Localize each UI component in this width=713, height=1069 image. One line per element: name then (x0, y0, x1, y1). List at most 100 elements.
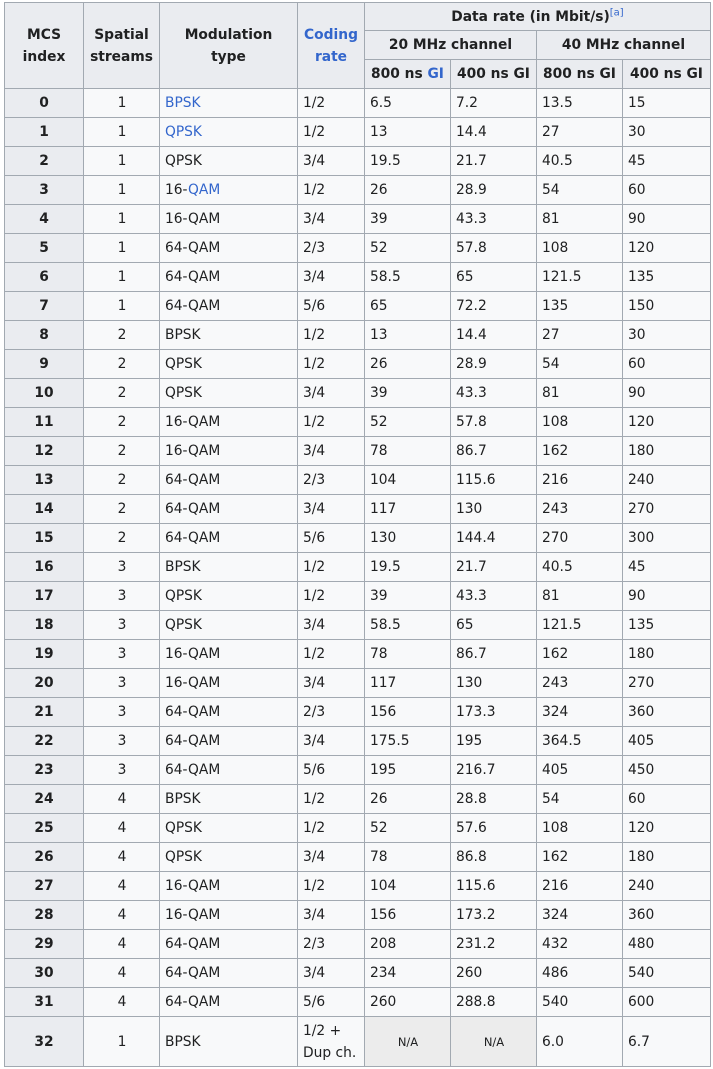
coding-rate-cell: 5/6 (297, 755, 365, 785)
coding-rate-cell: 3/4 (297, 146, 365, 176)
data-rate-cell: 300 (622, 523, 711, 553)
data-rate-cell: 450 (622, 755, 711, 785)
data-rate-cell: 90 (622, 581, 711, 611)
table-row: 0 1 BPSK 1/2 6.5 7.2 13.5 15 (4, 88, 711, 118)
data-rate-cell: 175.5 (364, 726, 451, 756)
data-rate-cell: 480 (622, 929, 711, 959)
modulation-cell: 64-QAM (159, 523, 298, 553)
coding-rate-cell: 1/2 (297, 320, 365, 350)
spatial-streams-cell: 2 (83, 349, 160, 379)
coding-rate-cell: 5/6 (297, 291, 365, 321)
coding-rate-cell: 1/2 (297, 581, 365, 611)
data-rate-cell: 108 (536, 407, 623, 437)
table-row: 1 1 QPSK 1/2 13 14.4 27 30 (4, 117, 711, 147)
data-rate-cell: 14.4 (450, 117, 537, 147)
coding-rate-cell: 3/4 (297, 436, 365, 466)
modulation-link[interactable]: BPSK (165, 95, 201, 111)
mcs-index-cell: 7 (4, 291, 84, 321)
data-rate-cell: 120 (622, 813, 711, 843)
data-rate-cell: 52 (364, 233, 451, 263)
header-40mhz-800ns: 800 ns GI (536, 59, 623, 89)
spatial-streams-cell: 3 (83, 697, 160, 727)
mcs-index-cell: 13 (4, 465, 84, 495)
modulation-cell: 64-QAM (159, 987, 298, 1017)
data-rate-cell: 60 (622, 349, 711, 379)
data-rate-cell: 45 (622, 146, 711, 176)
mcs-table-body: 0 1 BPSK 1/2 6.5 7.2 13.5 15 1 1 QPSK 1/2 13 14.4 27 30… (4, 88, 711, 1067)
data-rate-cell: 240 (622, 465, 711, 495)
mcs-index-cell: 0 (4, 88, 84, 118)
header-coding-rate[interactable]: Coding rate (297, 2, 365, 89)
coding-rate-cell: 1/2 (297, 117, 365, 147)
data-rate-cell: 104 (364, 871, 451, 901)
spatial-streams-cell: 3 (83, 552, 160, 582)
spatial-streams-cell: 1 (83, 262, 160, 292)
data-rate-cell: 30 (622, 117, 711, 147)
coding-rate-cell: 2/3 (297, 929, 365, 959)
coding-rate-link[interactable]: Coding rate (304, 26, 358, 65)
modulation-cell: 16-QAM (159, 175, 298, 205)
data-rate-cell: 180 (622, 842, 711, 872)
table-row: 2 1 QPSK 3/4 19.5 21.7 40.5 45 (4, 146, 711, 176)
data-rate-cell: 120 (622, 407, 711, 437)
data-rate-cell: 162 (536, 842, 623, 872)
data-rate-cell: 40.5 (536, 552, 623, 582)
spatial-streams-cell: 4 (83, 929, 160, 959)
data-rate-cell: 14.4 (450, 320, 537, 350)
data-rate-cell: 27 (536, 320, 623, 350)
mcs-index-cell: 15 (4, 523, 84, 553)
gi-link[interactable]: GI (427, 66, 444, 82)
data-rate-cell: 130 (450, 668, 537, 698)
spatial-streams-cell: 1 (83, 146, 160, 176)
spatial-streams-cell: 3 (83, 581, 160, 611)
mcs-index-cell: 31 (4, 987, 84, 1017)
coding-rate-cell: 3/4 (297, 494, 365, 524)
mcs-index-cell: 9 (4, 349, 84, 379)
data-rate-cell: 234 (364, 958, 451, 988)
spatial-streams-cell: 2 (83, 523, 160, 553)
header-20mhz: 20 MHz channel (364, 30, 537, 60)
data-rate-cell: 81 (536, 378, 623, 408)
data-rate-cell: 58.5 (364, 610, 451, 640)
modulation-link[interactable]: QPSK (165, 124, 202, 140)
data-rate-cell: 540 (622, 958, 711, 988)
data-rate-cell: 13.5 (536, 88, 623, 118)
spatial-streams-cell: 1 (83, 233, 160, 263)
data-rate-cell: 57.8 (450, 407, 537, 437)
table-row: 12 2 16-QAM 3/4 78 86.7 162 180 (4, 436, 711, 466)
modulation-cell: 16-QAM (159, 900, 298, 930)
table-row: 20 3 16-QAM 3/4 117 130 243 270 (4, 668, 711, 698)
qam-link[interactable]: QAM (188, 182, 221, 198)
coding-rate-cell: 3/4 (297, 378, 365, 408)
footnote-a-link[interactable]: [a] (609, 6, 624, 18)
header-spatial-streams: Spatial streams (83, 2, 160, 89)
mcs-index-cell: 30 (4, 958, 84, 988)
data-rate-cell: 78 (364, 842, 451, 872)
data-rate-cell: 195 (450, 726, 537, 756)
modulation-prefix: 16- (165, 182, 189, 198)
mcs-index-cell: 8 (4, 320, 84, 350)
data-rate-cell: 28.8 (450, 784, 537, 814)
spatial-streams-cell: 1 (83, 204, 160, 234)
mcs-index-cell: 24 (4, 784, 84, 814)
data-rate-cell: 270 (536, 523, 623, 553)
table-row: 3 1 16-QAM 1/2 26 28.9 54 60 (4, 175, 711, 205)
table-row: 19 3 16-QAM 1/2 78 86.7 162 180 (4, 639, 711, 669)
mcs-index-cell: 19 (4, 639, 84, 669)
mcs-index-cell: 26 (4, 842, 84, 872)
spatial-streams-cell: 2 (83, 494, 160, 524)
data-rate-cell: 180 (622, 639, 711, 669)
spatial-streams-cell: 1 (83, 117, 160, 147)
data-rate-cell: 45 (622, 552, 711, 582)
modulation-cell: BPSK (159, 88, 298, 118)
spatial-streams-cell: 4 (83, 842, 160, 872)
data-rate-cell: 121.5 (536, 262, 623, 292)
header-20mhz-400ns: 400 ns GI (450, 59, 537, 89)
data-rate-cell: 162 (536, 639, 623, 669)
data-rate-cell: 360 (622, 697, 711, 727)
data-rate-cell: 104 (364, 465, 451, 495)
mcs-index-cell: 18 (4, 610, 84, 640)
data-rate-cell: 78 (364, 639, 451, 669)
table-row: 13 2 64-QAM 2/3 104 115.6 216 240 (4, 465, 711, 495)
data-rate-cell: 26 (364, 349, 451, 379)
